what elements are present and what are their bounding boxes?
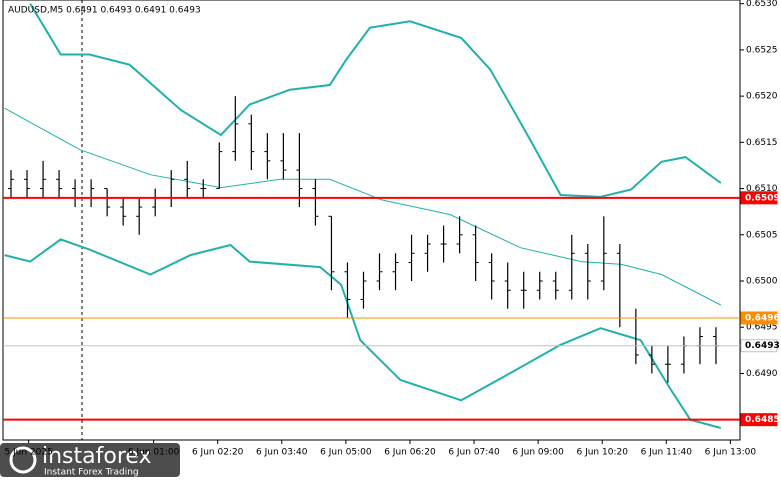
y-tick-label: 0.6490 [746,369,778,379]
y-tick-label: 0.6495 [746,323,778,333]
price-label: 0.6496 [745,313,780,323]
price-label: 0.6509 [745,193,780,203]
x-tick-label: 6 Jun 11:40 [641,448,693,458]
tagline: Instant Forex Trading [44,468,139,478]
logo-box [0,443,180,477]
x-tick-label: 5 Jun 2025 [4,448,52,458]
price-label: 0.6493 [745,341,780,351]
x-tick-label: 6 Jun 02:20 [192,448,244,458]
price-label: 0.6485 [745,415,780,425]
x-tick-label: 6 Jun 05:00 [320,448,372,458]
brand: instaforex [42,444,152,469]
logo-icon [9,446,37,474]
x-tick-label: 6 Jun 09:00 [512,448,564,458]
indicator-line [29,3,722,198]
price-label-box [740,413,778,427]
indicator-line [4,107,722,306]
y-tick-label: 0.6505 [746,230,778,240]
plot-layer [3,3,744,444]
indicator-line [4,238,722,429]
price-label-box [740,311,778,325]
y-tick-label: 0.6515 [746,138,778,148]
price-label-box [740,339,778,353]
x-tick-label: 6 Jun 13:00 [705,448,757,458]
x-tick-label: 6 Jun 07:40 [448,448,500,458]
y-tick-label: 0.6520 [746,92,778,102]
x-tick-label: 6 Jun 03:40 [256,448,308,458]
y-tick-label: 0.6530 [746,0,778,9]
x-tick-label: 6 Jun 06:20 [384,448,436,458]
plot-frame [2,0,741,441]
x-tick-label: 6 Jun 01:00 [128,448,180,458]
y-tick-label: 0.6510 [746,184,778,194]
y-tick-label: 0.6500 [746,277,778,287]
logo: instaforex Instant Forex Trading [0,443,180,478]
price-label-box [740,191,778,205]
chart-title: AUDUSD,M5 0.6491 0.6493 0.6491 0.6493 [8,6,201,16]
y-tick-label: 0.6525 [746,45,778,55]
x-tick-label: 6 Jun 10:20 [576,448,628,458]
